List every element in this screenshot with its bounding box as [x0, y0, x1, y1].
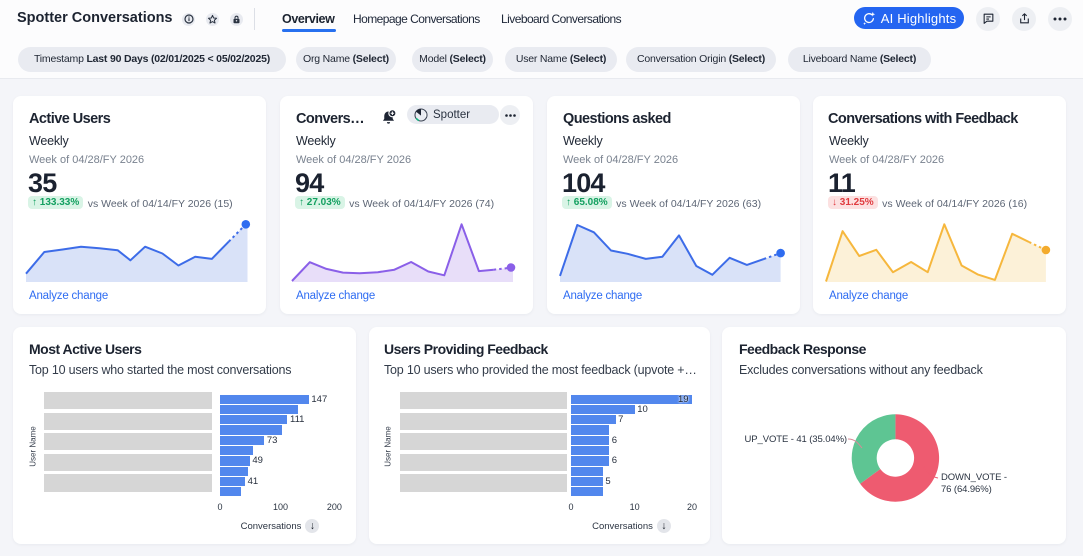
svg-text:76 (64.96%): 76 (64.96%) [941, 484, 992, 495]
svg-text:DOWN_VOTE -: DOWN_VOTE - [941, 472, 1007, 483]
svg-text:UP_VOTE - 41 (35.04%): UP_VOTE - 41 (35.04%) [745, 434, 847, 445]
